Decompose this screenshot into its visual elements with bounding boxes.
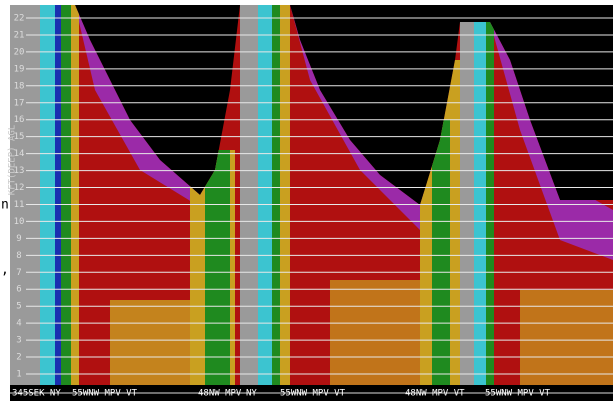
y-tick-label: 16 [14, 115, 25, 125]
y-tick-label: 12 [14, 183, 25, 193]
y-tick-label: 21 [14, 30, 25, 40]
y-tick-label: 9 [16, 234, 21, 244]
y-tick-label: 20 [14, 47, 25, 57]
field-band [40, 5, 55, 385]
y-tick-label: 10 [14, 217, 25, 227]
field-band [520, 290, 613, 385]
x-label: 48NW MPV [198, 389, 242, 399]
x-label: 55WNW MPV VT [280, 389, 346, 399]
y-tick-label: 6 [16, 285, 21, 295]
y-tick-label: 8 [16, 251, 21, 261]
y-tick-label: 4 [16, 319, 21, 329]
y-tick-label: 19 [14, 64, 25, 74]
field-band [258, 5, 272, 385]
field-band [55, 5, 61, 385]
edge-text: n [1, 198, 9, 213]
field-band [240, 5, 258, 385]
y-tick-label: 2 [16, 353, 21, 363]
y-tick-label: 14 [14, 149, 25, 159]
y-tick-label: 7 [16, 268, 21, 278]
y-tick-label: 1 [16, 370, 21, 380]
field-band [432, 120, 450, 385]
x-label: 345SEK NY [12, 389, 61, 399]
y-tick-label: 11 [14, 200, 25, 210]
edge-text: , [1, 263, 9, 278]
y-tick-label: 22 [14, 14, 25, 24]
field-band [330, 280, 420, 385]
page: KFT(DEEP) AGL n , 1234567891011121314151… [0, 0, 613, 411]
x-label: 55WNW MPV VT [485, 389, 551, 399]
field-band [205, 150, 230, 385]
field-band [110, 300, 190, 385]
x-label: 55WNW MPV VT [72, 389, 138, 399]
field-band [61, 5, 71, 385]
screenshot: KFT(DEEP) AGL n , 1234567891011121314151… [0, 0, 613, 407]
x-label: NY [246, 389, 257, 399]
field-band [71, 5, 79, 385]
field-band [486, 22, 494, 385]
field-band [280, 5, 290, 385]
y-tick-label: 5 [16, 302, 21, 312]
y-tick-label: 13 [14, 166, 25, 176]
y-tick-label: 18 [14, 81, 25, 91]
y-tick-label: 15 [14, 132, 25, 142]
field-band [460, 22, 474, 385]
y-tick-label: 17 [14, 98, 25, 108]
field-band [474, 22, 486, 385]
field-band [272, 5, 280, 385]
x-label: 48NW MPV VT [405, 389, 465, 399]
y-tick-label: 3 [16, 336, 21, 346]
